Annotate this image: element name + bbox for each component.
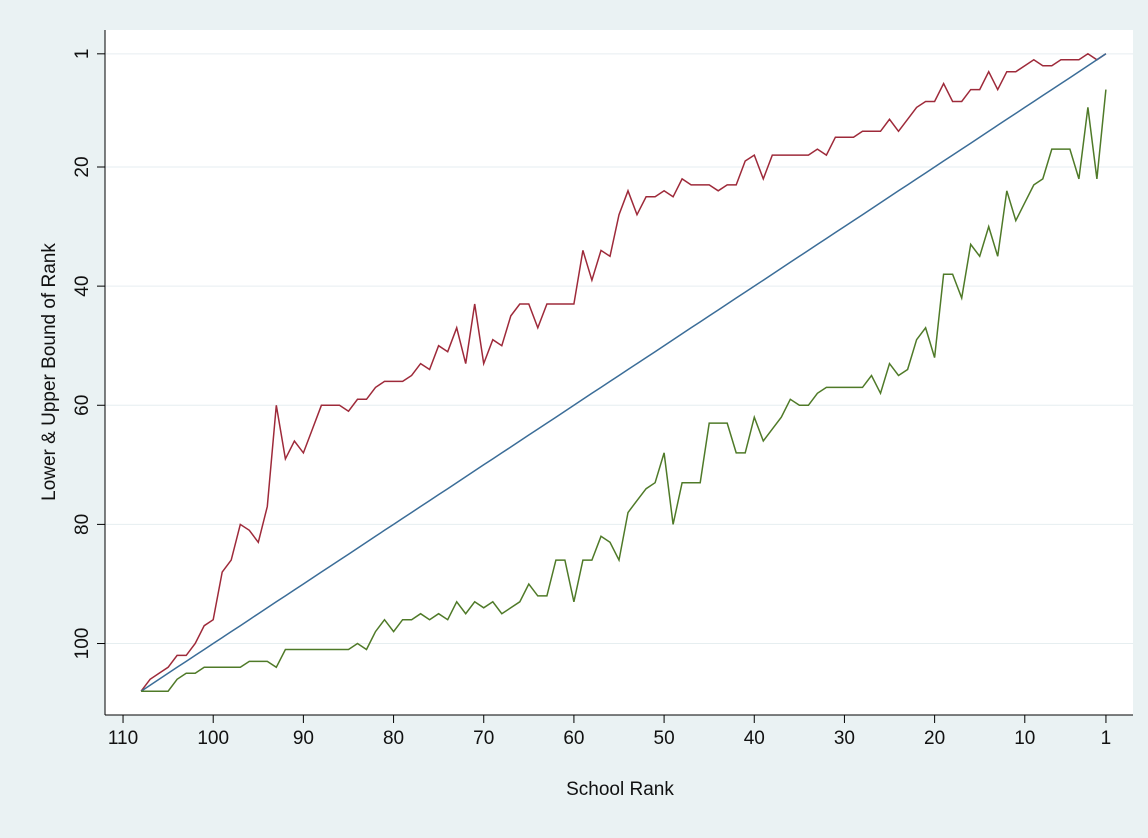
y-tick-label: 1 bbox=[72, 49, 93, 60]
y-tick-label: 100 bbox=[72, 628, 93, 660]
x-tick-label: 40 bbox=[744, 728, 765, 749]
x-tick-label: 90 bbox=[293, 728, 314, 749]
y-tick-label: 40 bbox=[72, 276, 93, 297]
y-tick-label: 20 bbox=[72, 156, 93, 177]
y-axis-title: Lower & Upper Bound of Rank bbox=[39, 243, 60, 501]
plot-area bbox=[105, 30, 1133, 715]
x-axis-title: School Rank bbox=[566, 779, 674, 800]
y-tick-label: 60 bbox=[72, 395, 93, 416]
y-tick-label: 80 bbox=[72, 514, 93, 535]
x-tick-label: 20 bbox=[924, 728, 945, 749]
x-tick-label: 110 bbox=[108, 728, 138, 749]
series-line bbox=[140, 52, 1107, 692]
x-tick-label: 30 bbox=[834, 728, 855, 749]
x-tick-label: 1 bbox=[1101, 728, 1112, 749]
series-line bbox=[140, 53, 1107, 692]
x-tick-label: 80 bbox=[383, 728, 404, 749]
series-line bbox=[141, 89, 1107, 692]
x-tick-label: 50 bbox=[654, 728, 675, 749]
x-tick-label: 70 bbox=[473, 728, 494, 749]
x-tick-label: 60 bbox=[563, 728, 584, 749]
x-tick-label: 10 bbox=[1014, 728, 1035, 749]
x-tick-label: 100 bbox=[197, 728, 229, 749]
